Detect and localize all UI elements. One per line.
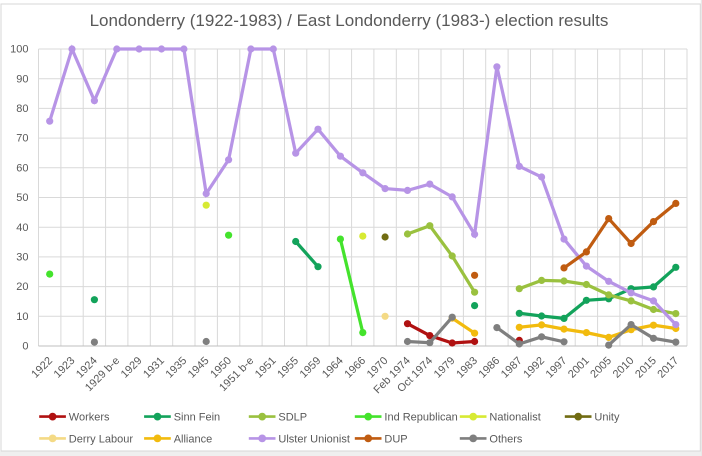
svg-text:20: 20 bbox=[16, 281, 28, 293]
svg-text:70: 70 bbox=[16, 133, 28, 145]
svg-text:Unity: Unity bbox=[594, 412, 620, 424]
svg-text:Londonderry (1922-1983) / East: Londonderry (1922-1983) / East Londonder… bbox=[90, 11, 609, 30]
svg-text:50: 50 bbox=[16, 192, 28, 204]
svg-text:60: 60 bbox=[16, 162, 28, 174]
svg-text:Sinn Fein: Sinn Fein bbox=[174, 412, 220, 424]
svg-text:SDLP: SDLP bbox=[278, 412, 307, 424]
svg-text:Alliance: Alliance bbox=[174, 433, 213, 445]
svg-text:30: 30 bbox=[16, 252, 28, 264]
svg-text:Ulster Unionist: Ulster Unionist bbox=[278, 433, 350, 445]
svg-text:Nationalist: Nationalist bbox=[489, 412, 540, 424]
svg-text:Derry Labour: Derry Labour bbox=[69, 433, 134, 445]
svg-text:Others: Others bbox=[489, 433, 523, 445]
svg-text:DUP: DUP bbox=[384, 433, 407, 445]
svg-text:Ind Republican: Ind Republican bbox=[384, 412, 457, 424]
svg-text:0: 0 bbox=[22, 341, 28, 353]
svg-text:Workers: Workers bbox=[69, 412, 110, 424]
svg-text:10: 10 bbox=[16, 311, 28, 323]
svg-text:80: 80 bbox=[16, 103, 28, 115]
svg-text:90: 90 bbox=[16, 73, 28, 85]
svg-text:100: 100 bbox=[10, 44, 28, 56]
svg-text:40: 40 bbox=[16, 222, 28, 234]
